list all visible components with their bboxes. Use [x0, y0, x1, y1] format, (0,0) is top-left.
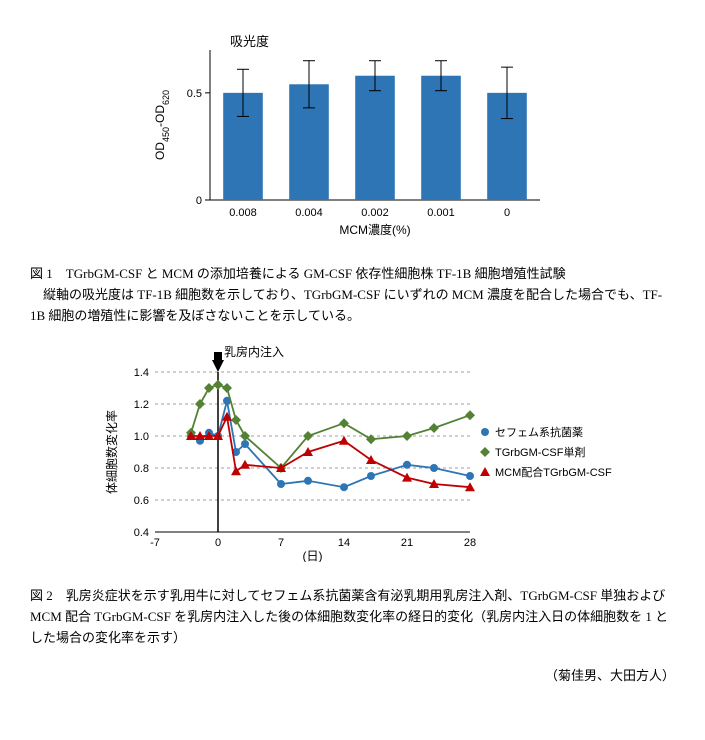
svg-text:0.8: 0.8 — [134, 463, 149, 475]
svg-text:セフェム系抗菌薬: セフェム系抗菌薬 — [495, 425, 583, 439]
fig1-caption-body: 縦軸の吸光度は TF-1B 細胞数を示しており、TGrbGM-CSF にいずれの… — [30, 287, 662, 323]
svg-text:MCM配合TGrbGM-CSF: MCM配合TGrbGM-CSF — [495, 465, 612, 479]
svg-text:0.6: 0.6 — [134, 495, 149, 507]
svg-text:1.4: 1.4 — [134, 367, 149, 379]
fig2-caption: 図 2 乳房炎症状を示す乳用牛に対してセフェム系抗菌薬含有泌乳期用乳房注入剤、T… — [30, 586, 675, 648]
svg-text:21: 21 — [401, 537, 413, 549]
svg-text:7: 7 — [278, 537, 284, 549]
svg-text:(日): (日) — [303, 549, 323, 562]
svg-text:0.004: 0.004 — [295, 207, 323, 219]
fig2-attribution: （菊佳男、大田方人） — [30, 665, 675, 684]
fig1-caption-title: TGrbGM-CSF と MCM の添加培養による GM-CSF 依存性細胞株 … — [66, 266, 566, 281]
svg-text:0.001: 0.001 — [427, 207, 455, 219]
svg-text:0.008: 0.008 — [229, 207, 257, 219]
svg-text:0.4: 0.4 — [134, 527, 149, 539]
fig1-svg: 吸光度 0 0.5 OD450-OD620 0.008 0.004 0.002 0.001 0 M… — [140, 30, 560, 240]
fig2-chart: 0.4 0.6 0.8 1.0 1.2 1.4 -7 0 7 14 21 28 (日) 体細胞数変化率 乳房… — [100, 342, 640, 566]
svg-text:0.002: 0.002 — [361, 207, 389, 219]
fig2-caption-label: 図 2 — [30, 588, 53, 603]
svg-text:吸光度: 吸光度 — [230, 34, 269, 49]
svg-text:28: 28 — [464, 537, 476, 549]
svg-text:1.0: 1.0 — [134, 431, 149, 443]
fig1-caption: 図 1 TGrbGM-CSF と MCM の添加培養による GM-CSF 依存性… — [30, 264, 675, 326]
svg-text:TGrbGM-CSF単剤: TGrbGM-CSF単剤 — [495, 445, 585, 459]
svg-text:0.5: 0.5 — [187, 88, 202, 100]
svg-text:14: 14 — [338, 537, 350, 549]
fig1-caption-label: 図 1 — [30, 266, 53, 281]
svg-text:体細胞数変化率: 体細胞数変化率 — [104, 410, 119, 494]
svg-text:OD450-OD620: OD450-OD620 — [153, 90, 171, 160]
svg-text:0: 0 — [504, 207, 510, 219]
svg-text:0: 0 — [196, 195, 202, 207]
fig1-chart: 吸光度 0 0.5 OD450-OD620 0.008 0.004 0.002 0.001 0 M… — [140, 30, 560, 244]
svg-text:0: 0 — [215, 537, 221, 549]
svg-text:1.2: 1.2 — [134, 399, 149, 411]
fig2-caption-body: 乳房炎症状を示す乳用牛に対してセフェム系抗菌薬含有泌乳期用乳房注入剤、TGrbG… — [30, 588, 668, 645]
svg-text:乳房内注入: 乳房内注入 — [224, 344, 284, 359]
fig2-svg: 0.4 0.6 0.8 1.0 1.2 1.4 -7 0 7 14 21 28 (日) 体細胞数変化率 乳房… — [100, 342, 640, 562]
svg-text:MCM濃度(%): MCM濃度(%) — [339, 222, 410, 237]
svg-text:-7: -7 — [150, 537, 160, 549]
